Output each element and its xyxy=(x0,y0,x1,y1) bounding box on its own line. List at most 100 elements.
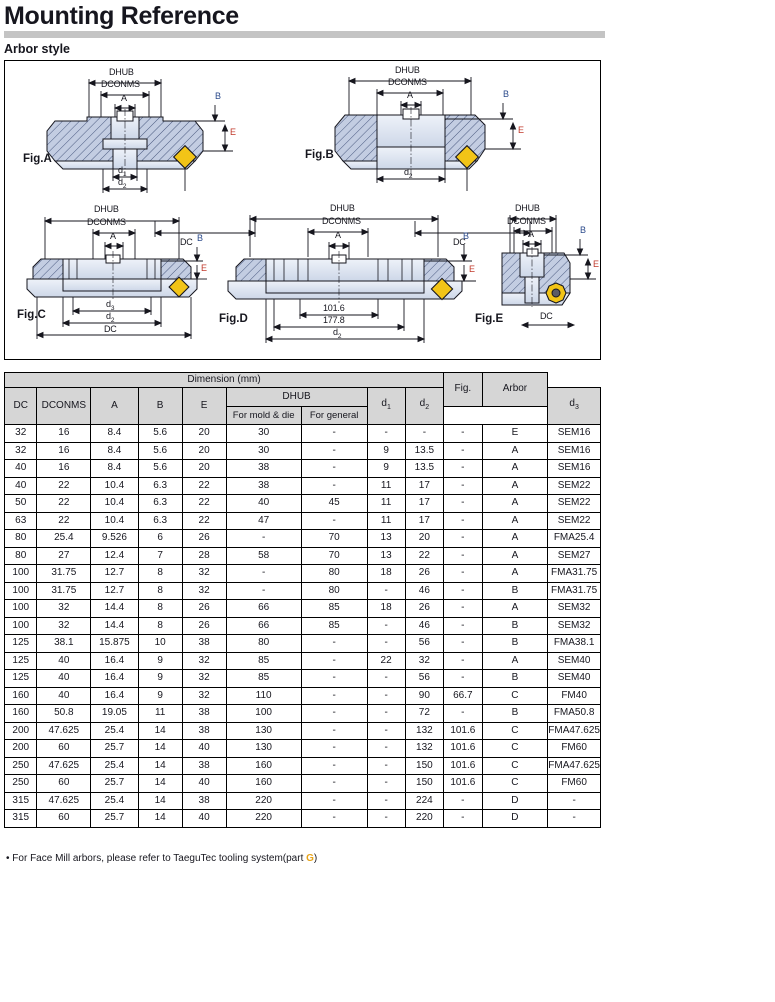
figure-b-dim-dhub: DHUB xyxy=(395,65,420,75)
figure-a-dim-b: B xyxy=(215,91,221,101)
table-cell: 18 xyxy=(366,599,406,618)
table-cell: 38 xyxy=(181,704,227,723)
table-cell: 13.5 xyxy=(404,459,445,478)
table-cell: SEM16 xyxy=(547,459,601,478)
table-row: 40 22 10.4 6.3 22 38-11 17- A SEM22 xyxy=(3,476,601,495)
table-cell: 16 xyxy=(36,441,92,460)
table-cell: 101.6 xyxy=(443,774,483,793)
table-cell: 47.625 xyxy=(36,756,92,775)
table-cell: B xyxy=(481,669,549,688)
figure-a-dim-dc: DC xyxy=(180,237,193,247)
table-cell: 25.7 xyxy=(90,739,139,758)
table-cell: - xyxy=(300,686,368,705)
table-cell: 11 xyxy=(366,476,406,495)
table-cell: 46 xyxy=(404,616,445,635)
figure-e: DHUB DCONMS A B E DC Fig.E xyxy=(475,201,605,351)
table-cell: - xyxy=(300,634,368,653)
table-cell: 16.4 xyxy=(90,669,139,688)
table-cell: 31.75 xyxy=(36,564,92,583)
table-row: 100 32 14.4 8 26 66 85-46- B SEM32 xyxy=(3,616,601,635)
table-cell: 40 xyxy=(3,459,38,478)
table-cell: 125 xyxy=(3,651,38,670)
table-cell: 22 xyxy=(404,546,445,565)
table-cell: - xyxy=(366,424,406,443)
table-cell: A xyxy=(481,546,549,565)
table-cell: 66 xyxy=(225,616,302,635)
figure-c: DHUB DCONMS A B E d3 d2 DC Fig.C xyxy=(7,201,212,351)
col-dhub-mold: For mold & die xyxy=(225,405,302,425)
table-row: 250 47.625 25.4 14 38 160- -150 101.6 C FMA47.625 xyxy=(3,756,601,775)
table-cell: 315 xyxy=(3,791,38,810)
table-cell: - xyxy=(366,739,406,758)
table-cell: 11 xyxy=(366,511,406,530)
footnote-close: ) xyxy=(313,853,318,864)
figure-c-dim-e: E xyxy=(201,263,207,273)
figure-b-dim-d2: d2 xyxy=(404,167,413,180)
table-cell: 47.625 xyxy=(36,791,92,810)
table-cell: 26 xyxy=(404,599,445,618)
figure-d: DHUB DCONMS A B E 101.6 177.8 d2 Fig.D xyxy=(210,201,500,356)
table-cell: 224 xyxy=(404,791,445,810)
table-cell: 200 xyxy=(3,721,38,740)
table-cell: 16 xyxy=(36,424,92,443)
table-cell: 130 xyxy=(225,721,302,740)
table-cell: 80 xyxy=(225,634,302,653)
table-cell: 11 xyxy=(137,704,183,723)
title-rule xyxy=(4,31,605,38)
table-cell: 101.6 xyxy=(443,721,483,740)
table-cell: 132 xyxy=(404,721,445,740)
figure-panel: DHUB DCONMS A B E d1 d2 Fig.A DC xyxy=(4,60,601,405)
table-cell: 100 xyxy=(3,564,38,583)
table-cell: 17 xyxy=(404,476,445,495)
figure-a-dim-d2: d2 xyxy=(118,177,127,190)
table-cell: A xyxy=(481,494,549,513)
table-cell: FMA25.4 xyxy=(547,529,601,548)
table-cell: - xyxy=(443,634,483,653)
page-title: Mounting Reference xyxy=(4,2,239,30)
table-cell: 8 xyxy=(137,599,183,618)
table-cell: 132 xyxy=(404,739,445,758)
table-cell: - xyxy=(366,791,406,810)
table-cell: - xyxy=(443,651,483,670)
table-cell: 85 xyxy=(225,669,302,688)
table-cell: 38 xyxy=(181,756,227,775)
table-cell: 14 xyxy=(137,774,183,793)
table-cell: 32 xyxy=(404,651,445,670)
table-cell: D xyxy=(481,809,549,828)
table-cell: 47.625 xyxy=(36,721,92,740)
table-cell: 32 xyxy=(36,599,92,618)
table-cell: - xyxy=(366,721,406,740)
table-cell: - xyxy=(547,791,601,810)
table-cell: 80 xyxy=(3,546,38,565)
table-cell: 40 xyxy=(36,686,92,705)
table-cell: 22 xyxy=(36,494,92,513)
table-cell: 17 xyxy=(404,494,445,513)
table-cell: - xyxy=(225,529,302,548)
table-cell: 5.6 xyxy=(137,441,183,460)
table-cell: - xyxy=(443,529,483,548)
figure-a-dim-d1: d1 xyxy=(118,165,127,178)
table-cell: 12.7 xyxy=(90,581,139,600)
table-row: 80 27 12.4 7 28 58 70 13 22- A SEM27 xyxy=(3,546,601,565)
figure-d-dim-e: E xyxy=(469,264,475,274)
table-cell: - xyxy=(300,704,368,723)
table-cell: 26 xyxy=(404,564,445,583)
table-cell: 10.4 xyxy=(90,494,139,513)
table-cell: C xyxy=(481,756,549,775)
table-cell: - xyxy=(443,704,483,723)
table-row: 125 38.1 15.875 10 38 80- -56- B FMA38.1 xyxy=(3,634,601,653)
figure-b-dim-a: A xyxy=(407,90,413,100)
table-cell: 47 xyxy=(225,511,302,530)
table-cell: 32 xyxy=(3,441,38,460)
figure-d-dim-177-8: 177.8 xyxy=(323,315,345,325)
figure-c-dim-dconms: DCONMS xyxy=(87,217,126,227)
table-cell: FM60 xyxy=(547,739,601,758)
table-head: Dimension (mm) Fig. Arbor DC DCONMS A B … xyxy=(3,372,601,425)
col-b: B xyxy=(137,387,183,425)
figure-d-dim-101-6: 101.6 xyxy=(323,303,345,313)
table-row: 315 60 25.7 14 40 220- -220- D - xyxy=(3,809,601,828)
table-row: 100 31.75 12.7 8 32-80 18 26- A FMA31.75 xyxy=(3,564,601,583)
table-cell: 40 xyxy=(181,739,227,758)
table-head-row-main: DC DCONMS A B E DHUB d1 d2 d3 xyxy=(3,387,601,425)
table-cell: 5.6 xyxy=(137,424,183,443)
